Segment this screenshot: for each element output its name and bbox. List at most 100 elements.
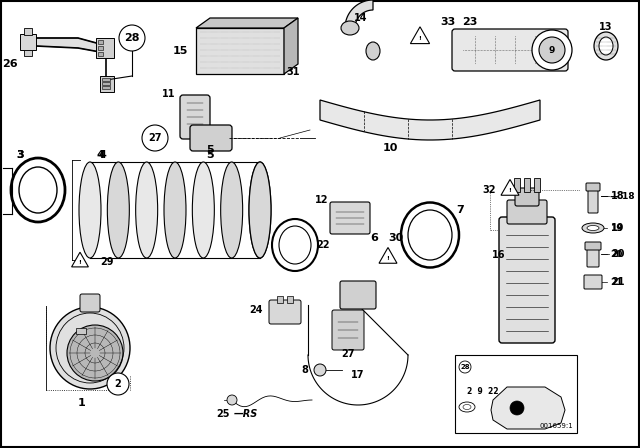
Text: 5: 5 xyxy=(206,145,214,155)
Ellipse shape xyxy=(193,162,214,258)
Polygon shape xyxy=(36,38,100,52)
Ellipse shape xyxy=(341,21,359,35)
Text: !: ! xyxy=(387,256,389,261)
Text: 22: 22 xyxy=(316,240,330,250)
Text: —RS: —RS xyxy=(234,409,259,419)
FancyBboxPatch shape xyxy=(80,294,100,312)
Text: 3: 3 xyxy=(16,150,24,160)
Text: 7: 7 xyxy=(456,205,464,215)
Circle shape xyxy=(107,373,129,395)
Text: 26: 26 xyxy=(2,59,18,69)
Circle shape xyxy=(532,30,572,70)
Ellipse shape xyxy=(79,162,101,258)
Text: !: ! xyxy=(509,188,511,193)
Text: 21: 21 xyxy=(611,277,625,287)
Ellipse shape xyxy=(463,405,471,409)
Polygon shape xyxy=(379,247,397,263)
Text: 3: 3 xyxy=(16,150,24,160)
FancyBboxPatch shape xyxy=(180,95,210,139)
Ellipse shape xyxy=(221,162,243,258)
Text: 5: 5 xyxy=(206,150,214,160)
Text: 30: 30 xyxy=(388,233,404,243)
Ellipse shape xyxy=(582,223,604,233)
Bar xyxy=(196,28,284,74)
Text: 8: 8 xyxy=(301,365,308,375)
Text: 23: 23 xyxy=(462,17,477,27)
Polygon shape xyxy=(284,18,298,74)
Text: 9: 9 xyxy=(549,46,555,55)
Text: 20: 20 xyxy=(610,250,622,258)
Ellipse shape xyxy=(587,225,599,231)
FancyBboxPatch shape xyxy=(499,217,555,343)
Bar xyxy=(20,34,36,50)
Text: 10: 10 xyxy=(382,143,397,153)
Bar xyxy=(524,178,530,192)
Bar xyxy=(455,355,577,433)
Ellipse shape xyxy=(249,162,271,258)
Text: 13: 13 xyxy=(599,22,612,32)
Ellipse shape xyxy=(401,202,459,267)
FancyBboxPatch shape xyxy=(584,275,602,289)
Bar xyxy=(98,52,103,56)
Bar xyxy=(102,78,110,81)
Text: 20: 20 xyxy=(611,249,625,259)
Text: 6: 6 xyxy=(370,233,378,243)
Ellipse shape xyxy=(459,402,475,412)
Text: 28: 28 xyxy=(460,364,470,370)
Text: 15: 15 xyxy=(173,46,188,56)
Ellipse shape xyxy=(539,39,565,61)
Ellipse shape xyxy=(136,162,157,258)
Text: 32: 32 xyxy=(483,185,496,195)
Text: 001659:1: 001659:1 xyxy=(540,423,573,429)
Text: !: ! xyxy=(419,36,421,41)
FancyBboxPatch shape xyxy=(330,202,370,234)
Circle shape xyxy=(459,361,471,373)
Bar xyxy=(24,28,32,35)
Bar xyxy=(287,296,293,303)
Ellipse shape xyxy=(108,162,129,258)
Text: 31: 31 xyxy=(286,67,300,77)
Polygon shape xyxy=(345,0,373,28)
Circle shape xyxy=(119,25,145,51)
Text: 16: 16 xyxy=(492,250,505,260)
Circle shape xyxy=(67,325,123,381)
FancyBboxPatch shape xyxy=(585,242,601,250)
Bar xyxy=(102,86,110,89)
Text: 27: 27 xyxy=(148,133,162,143)
Text: 19: 19 xyxy=(610,224,623,233)
Text: 12: 12 xyxy=(316,195,329,205)
FancyBboxPatch shape xyxy=(340,281,376,309)
Ellipse shape xyxy=(279,226,311,264)
Ellipse shape xyxy=(249,162,271,258)
Text: 27: 27 xyxy=(341,349,355,359)
FancyBboxPatch shape xyxy=(586,183,600,191)
Polygon shape xyxy=(196,18,298,28)
Text: — 18: — 18 xyxy=(610,191,635,201)
FancyBboxPatch shape xyxy=(587,245,599,267)
Ellipse shape xyxy=(164,162,186,258)
FancyBboxPatch shape xyxy=(269,300,301,324)
Ellipse shape xyxy=(408,210,452,260)
Text: 11: 11 xyxy=(161,89,175,99)
Polygon shape xyxy=(320,100,540,140)
Bar xyxy=(514,178,520,192)
Bar xyxy=(534,178,540,192)
Circle shape xyxy=(510,401,524,415)
FancyBboxPatch shape xyxy=(507,200,547,224)
FancyBboxPatch shape xyxy=(588,187,598,213)
Polygon shape xyxy=(491,387,565,429)
Ellipse shape xyxy=(50,307,130,389)
Bar xyxy=(98,46,103,50)
Bar xyxy=(102,82,110,85)
Circle shape xyxy=(539,37,565,63)
Bar xyxy=(100,76,114,92)
Circle shape xyxy=(227,395,237,405)
Bar xyxy=(76,328,86,334)
Ellipse shape xyxy=(594,32,618,60)
Polygon shape xyxy=(501,180,519,195)
Text: 4: 4 xyxy=(98,150,106,160)
FancyBboxPatch shape xyxy=(190,125,232,151)
Text: !: ! xyxy=(79,260,81,265)
Text: 17: 17 xyxy=(351,370,365,380)
Text: 33: 33 xyxy=(440,17,456,27)
